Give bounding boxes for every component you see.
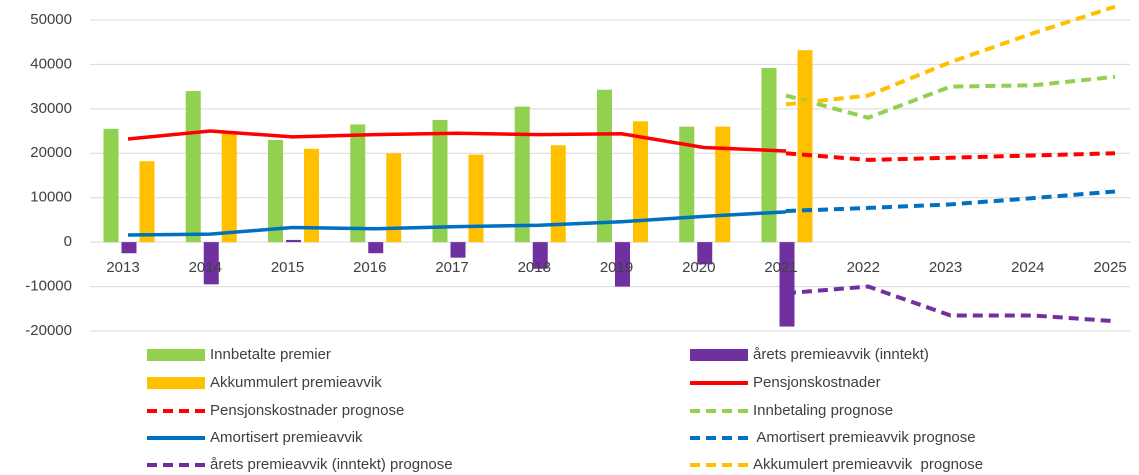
y-tick-label: 40000 bbox=[30, 55, 72, 72]
bar bbox=[697, 242, 713, 265]
x-tick-label: 2018 bbox=[518, 259, 551, 276]
legend-label: Innbetaling prognose bbox=[753, 402, 893, 419]
x-tick-label: 2016 bbox=[353, 259, 386, 276]
bar bbox=[350, 124, 366, 243]
legend-swatch bbox=[690, 349, 748, 361]
bar bbox=[679, 126, 695, 243]
line bbox=[127, 210, 787, 237]
legend-swatch bbox=[147, 377, 205, 389]
legend-label: Pensjonskostnader prognose bbox=[210, 402, 404, 419]
y-tick-label: 10000 bbox=[30, 189, 72, 206]
line bbox=[127, 129, 787, 153]
legend-label: årets premieavvik (inntekt) prognose bbox=[210, 456, 453, 473]
bar bbox=[550, 145, 566, 243]
bar bbox=[103, 128, 119, 243]
bar bbox=[386, 153, 402, 243]
bar bbox=[268, 139, 283, 243]
x-tick-label: 2025 bbox=[1093, 259, 1126, 276]
legend-label: Innbetalte premier bbox=[210, 346, 331, 363]
bar bbox=[139, 161, 155, 243]
legend-label: årets premieavvik (inntekt) bbox=[753, 346, 929, 363]
bar bbox=[597, 89, 612, 243]
x-tick-label: 2021 bbox=[764, 259, 797, 276]
bar bbox=[185, 91, 201, 243]
bar bbox=[304, 148, 319, 243]
x-tick-label: 2017 bbox=[435, 259, 468, 276]
legend-label: Pensjonskostnader bbox=[753, 374, 881, 391]
bar bbox=[121, 242, 137, 254]
y-tick-label: -10000 bbox=[25, 278, 72, 295]
bar bbox=[715, 126, 731, 243]
legend-label: Amortisert premieavvik prognose bbox=[753, 429, 976, 446]
line bbox=[785, 151, 1116, 162]
bar bbox=[203, 242, 219, 285]
bar bbox=[797, 50, 813, 243]
line bbox=[785, 284, 1116, 324]
line bbox=[785, 74, 1116, 120]
y-tick-label: 0 bbox=[64, 233, 72, 250]
bar bbox=[633, 121, 648, 243]
bar bbox=[221, 133, 237, 243]
y-tick-label: 30000 bbox=[30, 100, 72, 117]
line bbox=[785, 4, 1116, 107]
y-tick-label: -20000 bbox=[25, 322, 72, 339]
x-tick-label: 2023 bbox=[929, 259, 962, 276]
bar bbox=[468, 154, 484, 243]
bar bbox=[286, 239, 301, 243]
x-tick-label: 2015 bbox=[271, 259, 304, 276]
bar bbox=[532, 242, 548, 269]
bar bbox=[514, 106, 530, 243]
x-tick-label: 2020 bbox=[682, 259, 715, 276]
bar bbox=[450, 242, 466, 258]
x-tick-label: 2022 bbox=[847, 259, 880, 276]
bar bbox=[368, 242, 384, 254]
legend-swatch bbox=[147, 349, 205, 361]
legend-label: Akkumulert premieavvik prognose bbox=[753, 456, 983, 473]
y-tick-label: 50000 bbox=[30, 11, 72, 28]
x-tick-label: 2014 bbox=[189, 259, 222, 276]
bar bbox=[779, 242, 795, 327]
bar bbox=[761, 67, 777, 243]
x-tick-label: 2013 bbox=[106, 259, 139, 276]
bar bbox=[615, 242, 630, 287]
x-tick-label: 2024 bbox=[1011, 259, 1044, 276]
legend-label: Akkummulert premieavvik bbox=[210, 374, 382, 391]
x-tick-label: 2019 bbox=[600, 259, 633, 276]
legend-label: Amortisert premieavvik bbox=[210, 429, 363, 446]
line bbox=[785, 189, 1116, 214]
y-tick-label: 20000 bbox=[30, 144, 72, 161]
bar bbox=[432, 119, 448, 243]
